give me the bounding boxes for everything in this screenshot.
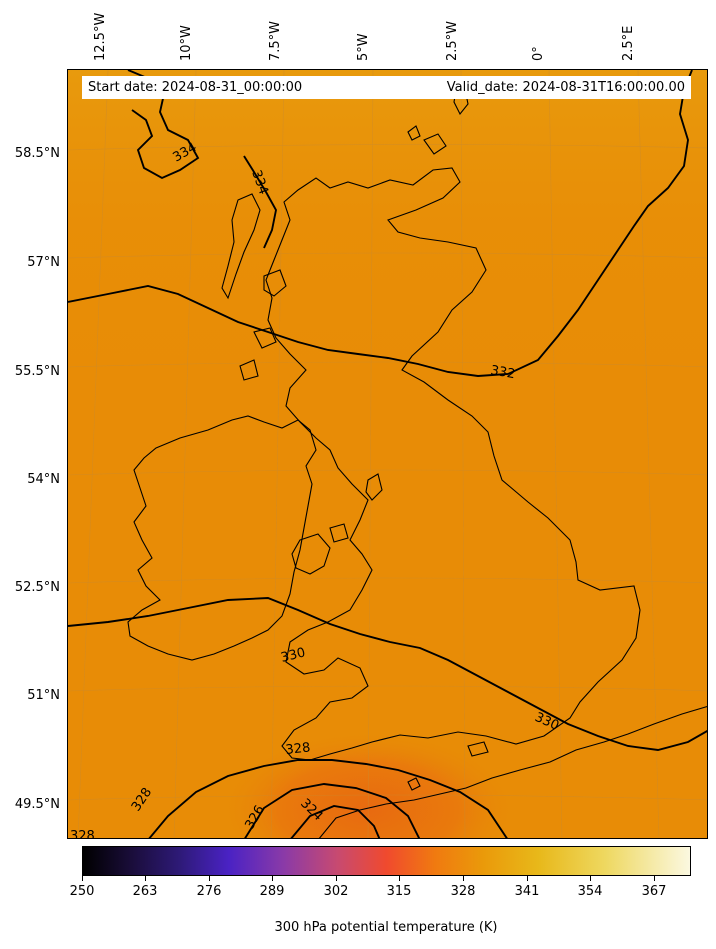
date-info-box: Start date: 2024-08-31_00:00:00 Valid_da… bbox=[82, 76, 691, 99]
warm-anomaly bbox=[218, 730, 518, 838]
contour-label-328-c: 328 bbox=[70, 829, 95, 839]
colorbar-label-289: 289 bbox=[259, 884, 285, 899]
colorbar-label-367: 367 bbox=[641, 884, 667, 899]
lat-label-54n: 54°N bbox=[27, 472, 60, 487]
contour-label-328: 328 bbox=[285, 740, 311, 758]
colorbar-label-302: 302 bbox=[323, 884, 349, 899]
contours bbox=[68, 70, 707, 838]
coastline-anglesey bbox=[329, 523, 349, 543]
coastline-orkney-2 bbox=[407, 125, 421, 141]
colorbar-label-328: 328 bbox=[450, 884, 476, 899]
coastline-islay bbox=[239, 359, 259, 381]
lon-label-12-5w: 12.5°W bbox=[93, 12, 108, 61]
coastline-skye bbox=[263, 269, 287, 297]
lon-label-7-5w: 7.5°W bbox=[268, 20, 283, 61]
cooler-north-tint bbox=[68, 70, 707, 490]
lon-label-10w: 10°W bbox=[179, 25, 194, 61]
colorbar-title: 300 hPa potential temperature (K) bbox=[274, 920, 498, 935]
contour-330 bbox=[68, 597, 707, 751]
coastline-france bbox=[318, 706, 707, 838]
colorbar-label-341: 341 bbox=[514, 884, 540, 899]
lat-label-52-5n: 52.5°N bbox=[14, 580, 60, 595]
colorbar-label-354: 354 bbox=[577, 884, 603, 899]
lon-label-2-5w: 2.5°W bbox=[445, 20, 460, 61]
coastline-ireland bbox=[127, 415, 317, 661]
valid-date-text: Valid_date: 2024-08-31T16:00:00.00 bbox=[446, 80, 685, 95]
colorbar-tick-354 bbox=[590, 876, 591, 881]
lon-label-2-5e: 2.5°E bbox=[621, 25, 636, 61]
colorbar-tick-276 bbox=[209, 876, 210, 881]
lat-label-57n: 57°N bbox=[27, 255, 60, 270]
colorbar-tick-315 bbox=[399, 876, 400, 881]
lat-label-58-5n: 58.5°N bbox=[14, 146, 60, 161]
contour-334-b bbox=[243, 155, 278, 249]
colorbar-label-250: 250 bbox=[69, 884, 95, 899]
contour-label-332: 332 bbox=[489, 363, 516, 382]
coastline-orkney bbox=[423, 133, 447, 155]
lon-label-0: 0° bbox=[531, 46, 546, 61]
map-panel[interactable]: 334 334 332 330 330 328 328 328 326 324 bbox=[67, 69, 708, 839]
contour-332 bbox=[68, 70, 693, 377]
coastline-channel-islands bbox=[407, 777, 421, 791]
colorbar-tick-289 bbox=[272, 876, 273, 881]
colorbar-tick-341 bbox=[527, 876, 528, 881]
colorbar-label-276: 276 bbox=[196, 884, 222, 899]
colorbar-label-263: 263 bbox=[132, 884, 158, 899]
graticule bbox=[68, 70, 707, 838]
colorbar-tick-328 bbox=[463, 876, 464, 881]
lat-label-51n: 51°N bbox=[27, 688, 60, 703]
colorbar-tick-263 bbox=[145, 876, 146, 881]
contour-324 bbox=[290, 805, 381, 838]
colorbar-tick-250 bbox=[82, 876, 83, 881]
contour-label-330: 330 bbox=[279, 645, 307, 666]
map-canvas: 334 334 332 330 330 328 328 328 326 324 bbox=[68, 70, 707, 839]
colorbar-label-315: 315 bbox=[386, 884, 412, 899]
coastline-isle-of-man bbox=[365, 473, 383, 501]
colorbar-tick-302 bbox=[336, 876, 337, 881]
contour-326 bbox=[244, 783, 421, 838]
colorbar-tick-367 bbox=[654, 876, 655, 881]
coastline-outer-hebrides bbox=[221, 193, 261, 300]
coastline-isle-of-wight bbox=[467, 741, 489, 757]
lat-label-55-5n: 55.5°N bbox=[14, 364, 60, 379]
contour-328 bbox=[148, 759, 508, 838]
lon-label-5w: 5°W bbox=[356, 33, 371, 61]
lat-label-49-5n: 49.5°N bbox=[14, 797, 60, 812]
coastlines bbox=[127, 83, 707, 838]
coastline-mull bbox=[253, 327, 277, 349]
start-date-text: Start date: 2024-08-31_00:00:00 bbox=[88, 80, 303, 95]
coastline-wales bbox=[291, 533, 331, 575]
colorbar bbox=[82, 846, 691, 876]
coastline-great-britain bbox=[265, 167, 641, 761]
